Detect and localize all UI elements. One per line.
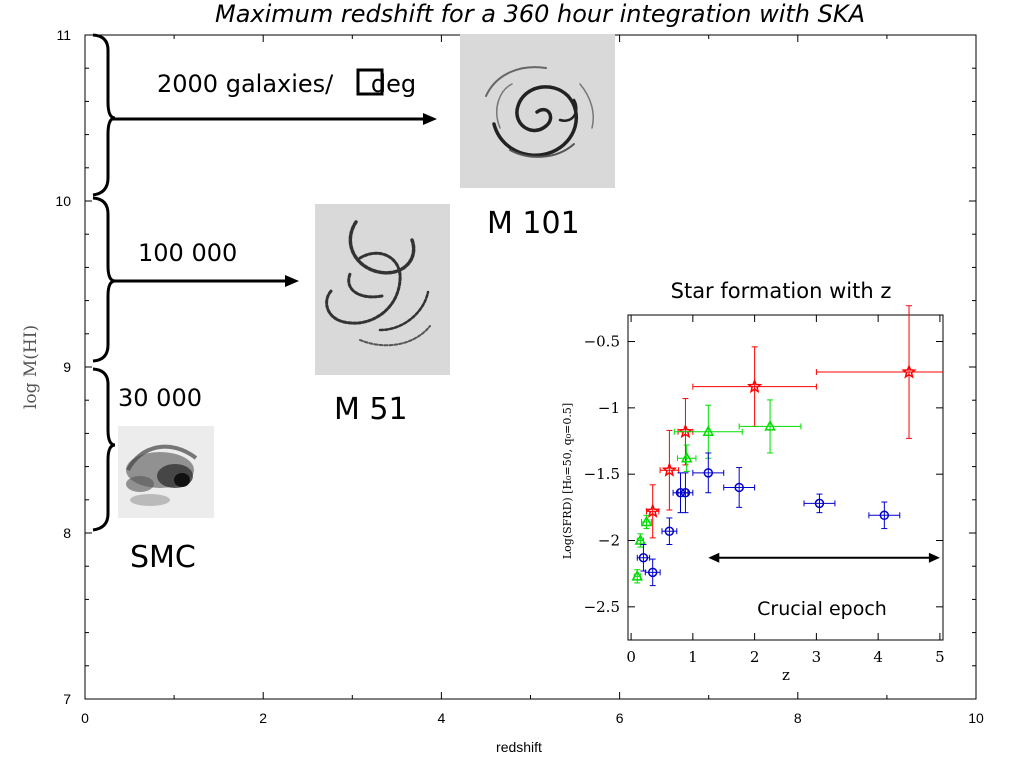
smc-image <box>118 426 214 518</box>
inset-series-2-point-1 <box>644 558 661 587</box>
inset-series-2-point-8 <box>868 501 901 530</box>
m51-image <box>315 204 450 375</box>
main-x-tick-label-4: 8 <box>794 710 802 726</box>
inset-marker-circle-5 <box>703 468 714 478</box>
inset-y-tick-label-1: −1 <box>598 399 620 417</box>
inset-marker-star-3 <box>746 378 763 394</box>
inset-series-1-point-1 <box>634 533 647 548</box>
main-y-tick-label-3: 10 <box>55 193 71 209</box>
inset-x-tick-label-0: 0 <box>626 648 636 666</box>
smc-label: SMC <box>130 540 196 575</box>
main-y-tick-label-2: 9 <box>63 359 71 375</box>
inset-series-1-point-0 <box>631 569 644 584</box>
brace-mid <box>92 196 116 363</box>
arrow-mid-head <box>285 275 299 287</box>
inset-series-0-point-3 <box>692 346 817 427</box>
inset-y-tick-label-0: −0.5 <box>584 333 620 351</box>
inset-y-tick-label-3: −2 <box>598 532 620 550</box>
main-y-tick-label-0: 7 <box>63 691 71 707</box>
inset-marker-star-0 <box>645 503 661 518</box>
arrow-top-head <box>423 113 437 125</box>
main-x-tick-label-5: 10 <box>968 710 984 726</box>
inset-marker-triangle-5 <box>764 419 776 431</box>
m51-label: M 51 <box>334 392 408 427</box>
inset-marker-circle-2 <box>664 526 675 536</box>
inset-marker-circle-4 <box>680 488 691 498</box>
main-x-tick-label-1: 2 <box>259 710 267 726</box>
inset-marker-triangle-0 <box>631 569 644 581</box>
crucial-epoch-label: Crucial epoch <box>757 598 887 620</box>
inset-x-axis-label: z <box>782 666 790 684</box>
band-mid-label: 100 000 <box>138 239 237 267</box>
inset-y-tick-label-2: −1.5 <box>584 465 620 483</box>
m101-image <box>460 34 615 188</box>
inset-x-tick-label-2: 2 <box>750 648 760 666</box>
inset-series-2-point-5 <box>692 452 725 494</box>
inset-y-tick-label-4: −2.5 <box>584 598 620 616</box>
band-arrows <box>112 113 437 287</box>
inset-series-2-point-0 <box>636 543 651 572</box>
main-x-axis-label: redshift <box>496 739 542 755</box>
brace-top <box>92 33 116 197</box>
main-y-tick-label-4: 11 <box>56 27 71 43</box>
crucial-epoch-arrow <box>708 552 940 563</box>
inset-marker-star-1 <box>661 462 678 477</box>
crucial-epoch-head-right <box>928 552 940 563</box>
inset-plot-frame <box>627 314 944 641</box>
inset-series-2-point-6 <box>723 467 756 508</box>
inset-marker-circle-0 <box>638 553 649 563</box>
inset-x-tick-label-5: 5 <box>935 648 945 666</box>
inset-series-2-point-2 <box>661 517 678 545</box>
inset-series-1-point-5 <box>738 399 802 454</box>
inset-marker-triangle-4 <box>702 425 715 436</box>
main-x-tick-label-0: 0 <box>81 710 89 726</box>
inset-marker-triangle-3 <box>680 451 693 463</box>
main-y-tick-label-1: 8 <box>63 525 71 541</box>
inset-marker-star-2 <box>677 423 694 439</box>
inset-series-1-point-3 <box>676 444 697 473</box>
inset-series-2-point-7 <box>803 493 836 514</box>
mass-braces <box>92 33 116 532</box>
brace-low <box>92 367 116 532</box>
inset-series-0-point-1 <box>659 429 680 511</box>
inset-x-tick-label-1: 1 <box>688 648 698 666</box>
inset-series-0-point-4 <box>815 305 943 439</box>
inset-series-1-point-4 <box>673 404 743 459</box>
main-y-axis-label: log M(HI) <box>21 325 41 409</box>
main-x-tick-label-3: 6 <box>616 710 624 726</box>
inset-y-axis-label: Log(SFRD) [H₀=50, q₀=0.5] <box>561 403 574 559</box>
inset-title: Star formation with z <box>671 279 892 303</box>
inset-chart: Star formation with z 0 1 2 3 4 5 −0.5 −1 −1.5 −2… <box>561 279 945 684</box>
inset-marker-circle-7 <box>814 498 825 509</box>
m101-label: M 101 <box>487 206 580 241</box>
inset-chart-ticks: 0 1 2 3 4 5 −0.5 −1 −1.5 −2 −2.5 <box>584 315 945 666</box>
inset-chart-series <box>631 305 943 587</box>
inset-x-tick-label-3: 3 <box>812 648 822 666</box>
crucial-epoch-head-left <box>708 552 720 563</box>
inset-series-2-point-4 <box>677 472 694 514</box>
inset-marker-star-4 <box>901 363 917 379</box>
inset-x-tick-label-4: 4 <box>873 648 883 666</box>
main-x-tick-label-2: 4 <box>438 710 446 726</box>
inset-marker-triangle-1 <box>634 533 647 545</box>
inset-series-1-point-2 <box>640 514 653 530</box>
inset-marker-triangle-2 <box>640 515 653 527</box>
slide-title: Maximum redshift for a 360 hour integrat… <box>215 0 865 28</box>
inset-series-0-point-0 <box>645 484 661 539</box>
band-low-label: 30 000 <box>118 384 202 412</box>
inset-marker-circle-1 <box>647 567 658 578</box>
square-symbol <box>356 68 384 96</box>
inset-marker-circle-6 <box>734 482 744 493</box>
inset-marker-circle-8 <box>879 510 890 521</box>
